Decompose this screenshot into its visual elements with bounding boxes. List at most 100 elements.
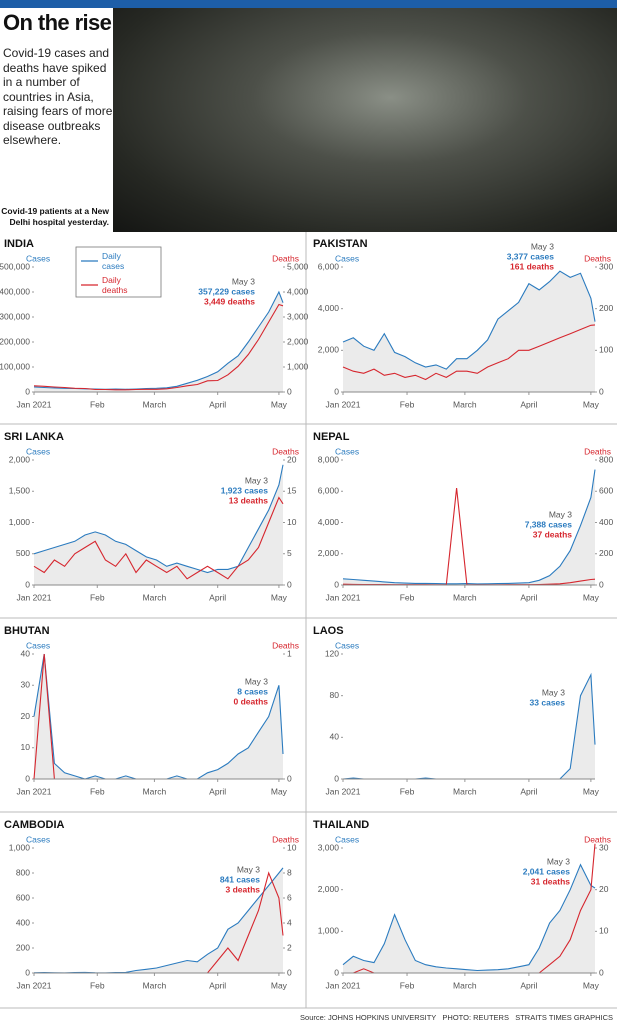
chart-title: LAOS xyxy=(313,625,344,637)
x-tick-label: Jan 2021 xyxy=(326,592,361,602)
y2-axis-label: Deaths xyxy=(272,834,299,844)
y-tick-label: 20 xyxy=(21,711,31,721)
y2-tick-label: 5,000 xyxy=(287,261,309,271)
annotation-deaths: 37 deaths xyxy=(533,529,572,539)
y2-axis-label: Deaths xyxy=(584,253,611,263)
x-tick-label: May xyxy=(271,592,288,602)
x-tick-label: Jan 2021 xyxy=(17,786,52,796)
y-axis-label: Cases xyxy=(335,640,359,650)
cases-area xyxy=(34,292,283,392)
y-tick-label: 0 xyxy=(25,967,30,977)
x-tick-label: Jan 2021 xyxy=(326,786,361,796)
chart-title: NEPAL xyxy=(313,431,350,443)
top-bar xyxy=(0,0,617,8)
annotation-cases: 33 cases xyxy=(530,697,566,707)
x-tick-label: Feb xyxy=(90,399,105,409)
x-tick-label: Feb xyxy=(90,592,105,602)
annotation-cases: 841 cases xyxy=(220,874,260,884)
y-tick-label: 80 xyxy=(330,690,340,700)
y2-tick-label: 0 xyxy=(287,773,292,783)
chart-title: THAILAND xyxy=(313,819,369,831)
headline: On the rise xyxy=(3,10,112,35)
source: Source: JOHNS HOPKINS UNIVERSITY PHOTO: … xyxy=(300,1013,613,1022)
y2-tick-label: 5 xyxy=(287,548,292,558)
series-line xyxy=(342,863,596,972)
y-tick-label: 0 xyxy=(334,773,339,783)
y-axis-label: Cases xyxy=(335,253,359,263)
legend-label: Daily cases xyxy=(102,251,124,271)
y-axis-label: Cases xyxy=(335,446,359,456)
y2-tick-label: 8 xyxy=(287,867,292,877)
y-tick-label: 10 xyxy=(21,742,31,752)
cases-area xyxy=(343,864,595,973)
x-tick-label: April xyxy=(209,399,226,409)
y2-tick-label: 4 xyxy=(287,917,292,927)
x-tick-label: March xyxy=(453,786,477,796)
annotation-date: May 3 xyxy=(245,475,268,485)
y2-tick-label: 600 xyxy=(599,486,613,496)
x-tick-label: March xyxy=(453,592,477,602)
y-tick-label: 2,000 xyxy=(9,454,31,464)
annotation-deaths: 161 deaths xyxy=(510,261,554,271)
x-tick-label: Feb xyxy=(90,980,105,990)
x-tick-label: April xyxy=(520,399,537,409)
y-axis-label: Cases xyxy=(26,640,50,650)
annotation-deaths: 13 deaths xyxy=(229,495,268,505)
y-tick-label: 6,000 xyxy=(318,486,340,496)
y-tick-label: 200,000 xyxy=(0,336,30,346)
legend-box xyxy=(75,246,162,298)
y-tick-label: 100,000 xyxy=(0,361,30,371)
description: Covid-19 cases and deaths have spiked in… xyxy=(3,46,113,147)
x-tick-label: Jan 2021 xyxy=(326,399,361,409)
x-tick-label: May xyxy=(583,786,600,796)
y-tick-label: 2,000 xyxy=(318,884,340,894)
y-tick-label: 0 xyxy=(25,386,30,396)
y-tick-label: 0 xyxy=(25,579,30,589)
chart-title: SRI LANKA xyxy=(4,431,64,443)
y2-tick-label: 1,000 xyxy=(287,361,309,371)
x-tick-label: May xyxy=(271,399,288,409)
cases-area xyxy=(343,469,595,585)
x-tick-label: Feb xyxy=(90,786,105,796)
y2-tick-label: 4,000 xyxy=(287,286,309,296)
y2-axis-label: Deaths xyxy=(584,834,611,844)
y-tick-label: 6,000 xyxy=(318,261,340,271)
y-tick-label: 600 xyxy=(16,892,30,902)
y2-tick-label: 200 xyxy=(599,548,613,558)
x-tick-label: Feb xyxy=(400,980,415,990)
x-tick-label: Feb xyxy=(400,786,415,796)
x-tick-label: March xyxy=(453,399,477,409)
y2-axis-label: Deaths xyxy=(272,446,299,456)
y-tick-label: 0 xyxy=(334,386,339,396)
x-tick-label: May xyxy=(583,399,600,409)
y2-tick-label: 15 xyxy=(287,486,297,496)
annotation-cases: 7,388 cases xyxy=(525,519,573,529)
y2-tick-label: 0 xyxy=(599,967,604,977)
y-tick-label: 4,000 xyxy=(318,303,340,313)
x-tick-label: March xyxy=(143,980,167,990)
legend-label: Daily deaths xyxy=(102,275,128,295)
chart-title: PAKISTAN xyxy=(313,238,368,250)
y2-tick-label: 30 xyxy=(599,842,609,852)
annotation-deaths: 3 deaths xyxy=(226,884,261,894)
annotation-date: May 3 xyxy=(531,241,554,251)
y2-tick-label: 10 xyxy=(599,926,609,936)
y-tick-label: 40 xyxy=(21,648,31,658)
y2-tick-label: 1 xyxy=(287,648,292,658)
x-tick-label: Feb xyxy=(400,399,415,409)
annotation-deaths: 3,449 deaths xyxy=(204,296,255,306)
y2-tick-label: 20 xyxy=(599,884,609,894)
y2-tick-label: 10 xyxy=(287,842,297,852)
y-tick-label: 1,000 xyxy=(9,842,31,852)
annotation-cases: 357,229 cases xyxy=(198,286,255,296)
chart-title: INDIA xyxy=(4,238,34,250)
annotation-date: May 3 xyxy=(542,687,565,697)
y-tick-label: 1,000 xyxy=(9,517,31,527)
y-axis-label: Cases xyxy=(335,834,359,844)
series-line xyxy=(342,270,596,370)
y2-tick-label: 800 xyxy=(599,454,613,464)
photo xyxy=(113,8,617,232)
y-tick-label: 120 xyxy=(325,648,339,658)
y-tick-label: 2,000 xyxy=(318,345,340,355)
